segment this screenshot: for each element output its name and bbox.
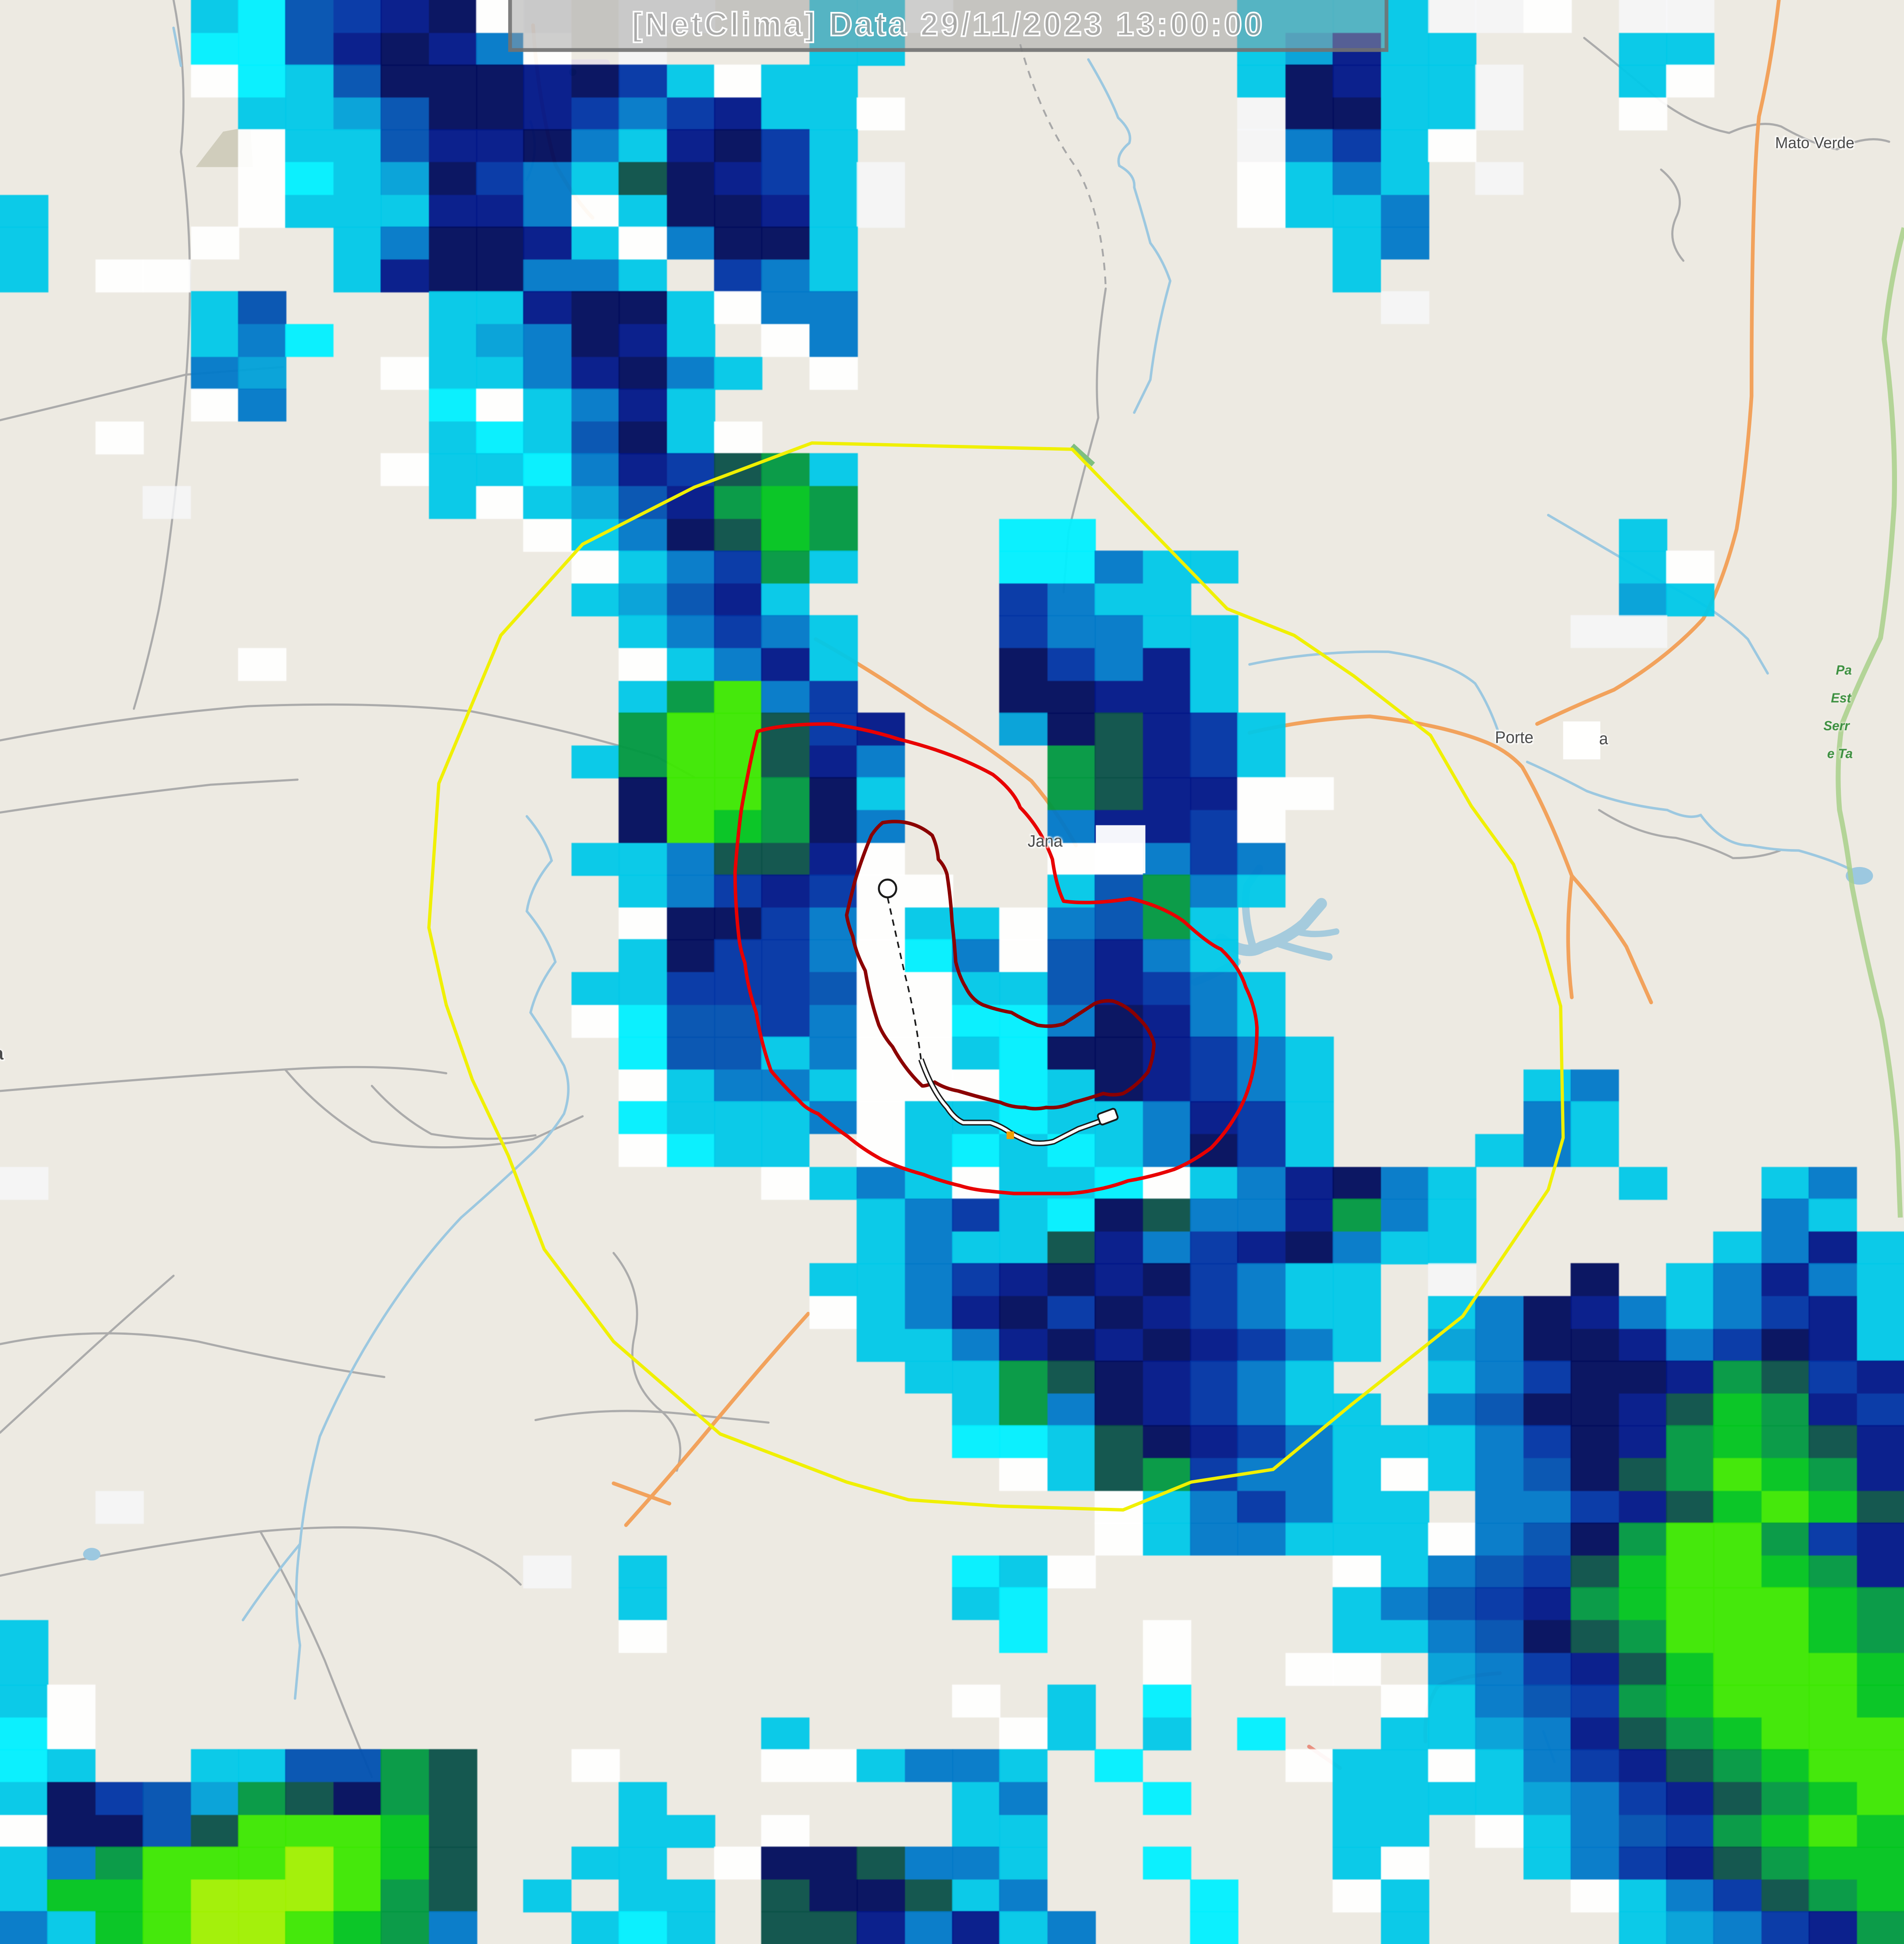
park-label-line3: Serr [1823, 719, 1850, 734]
track-start-marker [878, 878, 897, 899]
range-ring-150km [427, 441, 1565, 1512]
timestamp-text: [NetClima] Data 29/11/2023 13:00:00 [631, 4, 1265, 43]
city-label-mato-verde: Mato Verde [1775, 134, 1854, 152]
city-label-porteirinha-clipped: a [1599, 729, 1608, 748]
radar-white-cell-patch [1563, 721, 1601, 760]
track-current-position-marker [1097, 1108, 1119, 1126]
park-label-line2: Est [1831, 691, 1851, 707]
severe-contour [845, 820, 1156, 1111]
track-history-dashed [886, 897, 922, 1060]
city-label-janauba: Jana [1027, 832, 1063, 851]
track-waypoint-marker [1006, 1131, 1014, 1139]
radar-white-cell-patch [1096, 825, 1146, 874]
park-label-line1: Pa [1836, 663, 1852, 679]
timestamp-bar: [NetClima] Data 29/11/2023 13:00:00 [508, 0, 1388, 52]
warning-contour [733, 722, 1259, 1195]
city-label-porteirinha: Porte [1495, 728, 1534, 747]
city-label-left-clipped: a [0, 1043, 4, 1063]
park-label-line4: e Ta [1827, 746, 1853, 762]
track-forecast-line [919, 1059, 1108, 1145]
